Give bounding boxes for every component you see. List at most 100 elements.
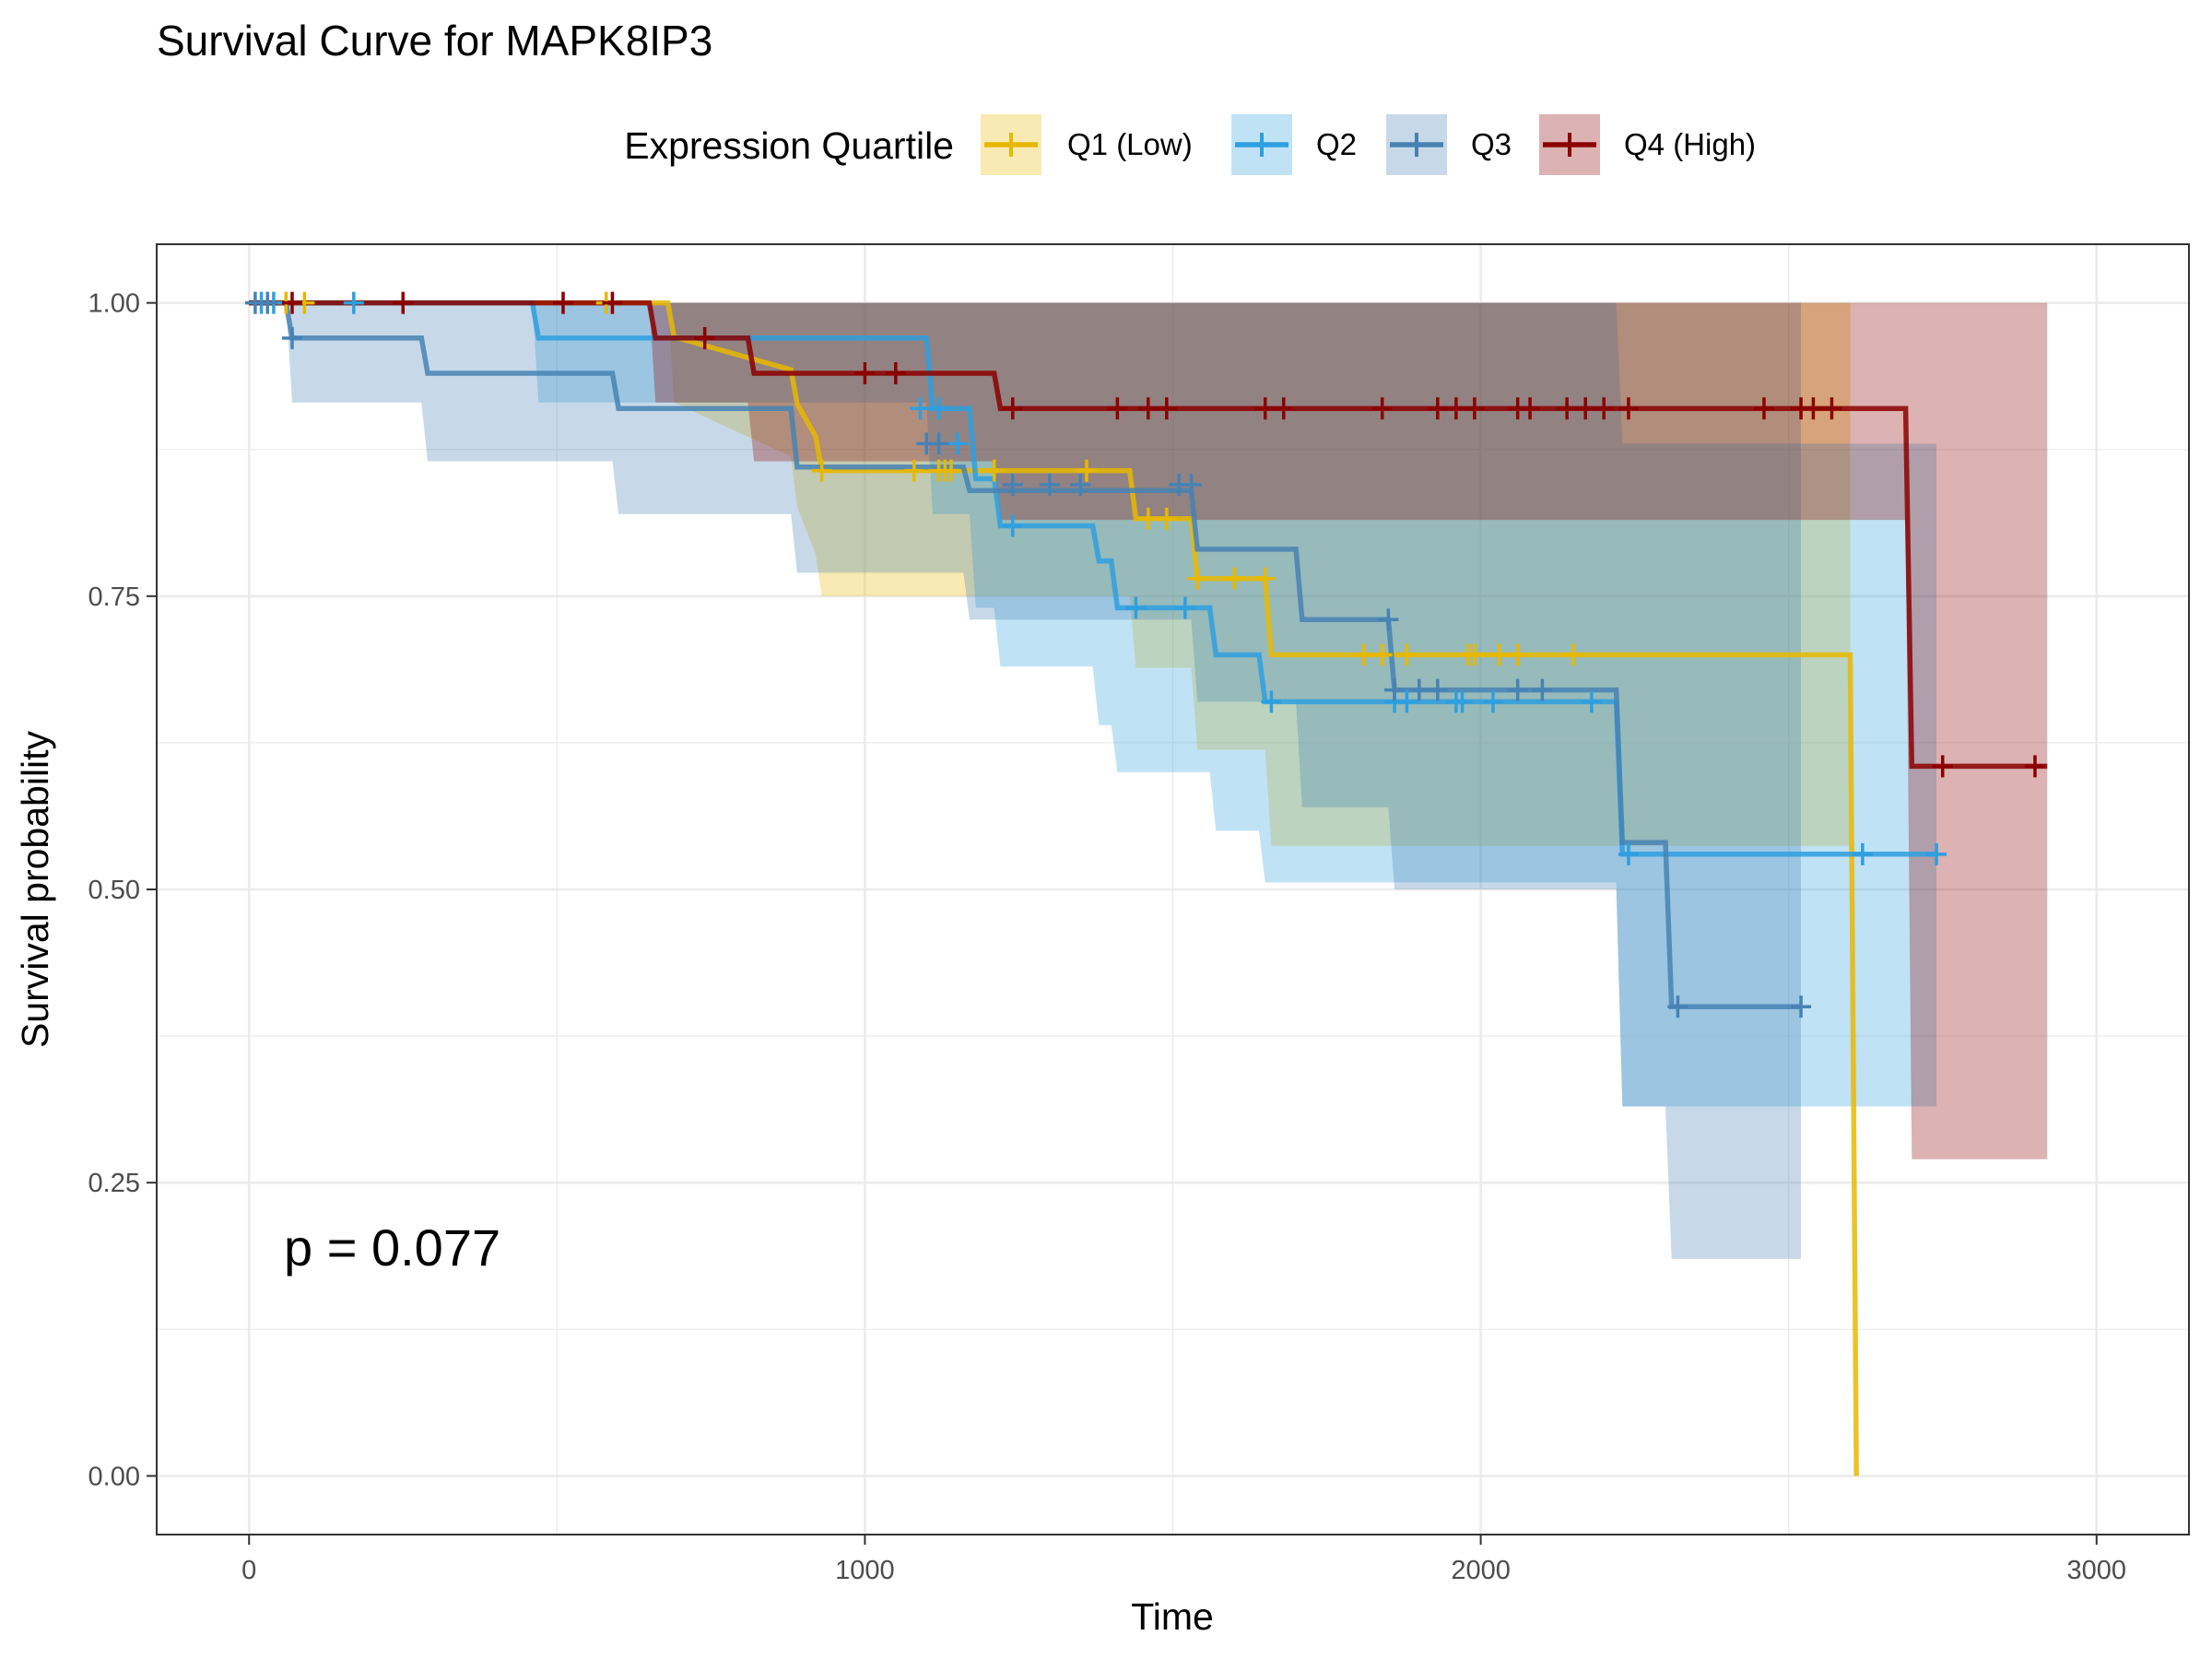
censor-mark-q3: [1791, 995, 1812, 1018]
censor-mark-q1-low: [1137, 507, 1159, 530]
censor-mark-q3: [1532, 678, 1553, 701]
censor-mark-q3: [1408, 678, 1430, 701]
censor-mark-q2: [1125, 596, 1147, 619]
y-axis-label: Survival probability: [14, 730, 56, 1048]
censor-mark-q3: [1427, 678, 1448, 701]
censor-mark-q4-high: [694, 326, 715, 349]
censor-mark-q4-high: [1557, 397, 1578, 420]
censor-mark-q1-low: [1507, 643, 1528, 666]
censor-mark-q3: [257, 291, 278, 314]
censor-mark-q2: [928, 397, 949, 420]
censor-mark-q2: [910, 397, 931, 420]
censor-mark-q2: [1396, 690, 1418, 713]
censor-mark-q1-low: [1562, 643, 1583, 666]
x-tick-label: 2000: [1451, 1556, 1511, 1585]
censor-mark-q4-high: [1594, 397, 1615, 420]
censor-mark-q2: [1618, 842, 1639, 865]
censor-mark-q1-low: [983, 459, 1005, 482]
x-axis-label: Time: [1131, 1595, 1214, 1638]
censor-mark-q4-high: [1803, 397, 1824, 420]
censor-mark-q2: [1581, 690, 1602, 713]
censor-mark-q4-high: [1618, 397, 1639, 420]
censor-mark-q4-high: [393, 291, 414, 314]
censor-mark-q1-low: [1396, 643, 1418, 666]
censor-mark-q4-high: [282, 291, 302, 314]
censor-mark-q2: [1174, 596, 1195, 619]
chart-title: Survival Curve for MAPK8IP3: [157, 17, 712, 65]
y-tick-label: 0.75: [88, 582, 140, 612]
censor-mark-q3: [1507, 678, 1528, 701]
censor-mark-q4-high: [1156, 397, 1177, 420]
censor-marks: [244, 291, 2045, 1018]
censor-mark-q4-high: [854, 362, 876, 384]
censor-mark-q2: [947, 432, 968, 455]
censor-mark-q2: [343, 291, 364, 314]
p-value-annotation: p = 0.077: [284, 1218, 500, 1277]
censor-mark-q2: [1926, 842, 1947, 865]
y-tick-label: 1.00: [88, 289, 140, 319]
y-tick-label: 0.25: [88, 1169, 140, 1198]
censor-mark-q4-high: [1575, 397, 1596, 420]
censor-mark-q4-high: [1932, 755, 1953, 778]
censor-mark-q4-high: [1464, 397, 1485, 420]
censor-mark-q1-low: [811, 459, 832, 482]
censor-mark-q4-high: [1753, 397, 1774, 420]
censor-mark-q4-high: [885, 362, 906, 384]
censor-mark-q1-low: [1156, 507, 1177, 530]
censor-mark-q4-high: [553, 291, 573, 314]
censor-mark-q4-high: [1445, 397, 1466, 420]
confidence-band-q1-low: [249, 302, 1851, 846]
legend: Expression Quartile Q1 (Low) Q2 Q3 Q4 (High…: [624, 114, 1756, 175]
censor-mark-q4-high: [602, 291, 623, 314]
censor-mark-q4-high: [1002, 397, 1023, 420]
censor-mark-q1-low: [1488, 643, 1510, 666]
confidence-bands: [249, 302, 2048, 1259]
legend-title: Expression Quartile: [624, 124, 954, 167]
y-tick-label: 0.50: [88, 876, 140, 905]
censor-mark-q4-high: [1254, 397, 1276, 420]
confidence-band-q2: [249, 302, 1937, 1107]
censor-mark-q3: [928, 432, 949, 455]
x-tick-label: 0: [241, 1556, 256, 1585]
censor-mark-q2: [1852, 842, 1873, 865]
grid: [157, 244, 2189, 1535]
censor-mark-q3: [1384, 678, 1406, 701]
censor-mark-q4-high: [1821, 397, 1842, 420]
censor-mark-q2: [1002, 514, 1023, 537]
censor-mark-q4-high: [1137, 397, 1159, 420]
legend-label-q3: Q3: [1471, 127, 1512, 161]
axes: 0 1000 2000 3000 0.00 0.25 0.50 0.75 1.00: [88, 289, 2126, 1585]
survival-curve-q2: [249, 300, 1936, 857]
censor-mark-q3: [1039, 473, 1060, 496]
censor-mark-q3: [1002, 473, 1023, 496]
censor-mark-q3: [1378, 608, 1399, 631]
censor-mark-q1-low: [1464, 643, 1485, 666]
censor-mark-q3: [1070, 473, 1091, 496]
censor-mark-q4-high: [1273, 397, 1294, 420]
censor-mark-q1-low: [1224, 567, 1245, 590]
confidence-band-q3: [249, 302, 1802, 1259]
censor-mark-q3: [1181, 473, 1202, 496]
legend-label-q2: Q2: [1316, 127, 1357, 161]
censor-mark-q4-high: [1427, 397, 1448, 420]
survival-curve-q1-low: [249, 300, 1859, 1477]
x-tick-label: 3000: [2067, 1556, 2127, 1585]
y-tick-label: 0.00: [88, 1462, 140, 1491]
censor-mark-q1-low: [1187, 567, 1208, 590]
censor-mark-q3: [282, 326, 302, 349]
censor-mark-q2: [1482, 690, 1503, 713]
censor-mark-q4-high: [2024, 755, 2045, 778]
censor-mark-q1-low: [1371, 643, 1393, 666]
censor-mark-q4-high: [1520, 397, 1541, 420]
legend-label-q4-high: Q4 (High): [1624, 127, 1756, 161]
censor-mark-q2: [1452, 690, 1473, 713]
censor-mark-q4-high: [1371, 397, 1393, 420]
x-tick-label: 1000: [835, 1556, 895, 1585]
censor-mark-q2: [1261, 690, 1282, 713]
censor-mark-q3: [1667, 995, 1688, 1018]
censor-mark-q4-high: [1107, 397, 1128, 420]
confidence-band-q4-high: [249, 302, 2048, 1159]
censor-mark-q1-low: [1076, 459, 1097, 482]
